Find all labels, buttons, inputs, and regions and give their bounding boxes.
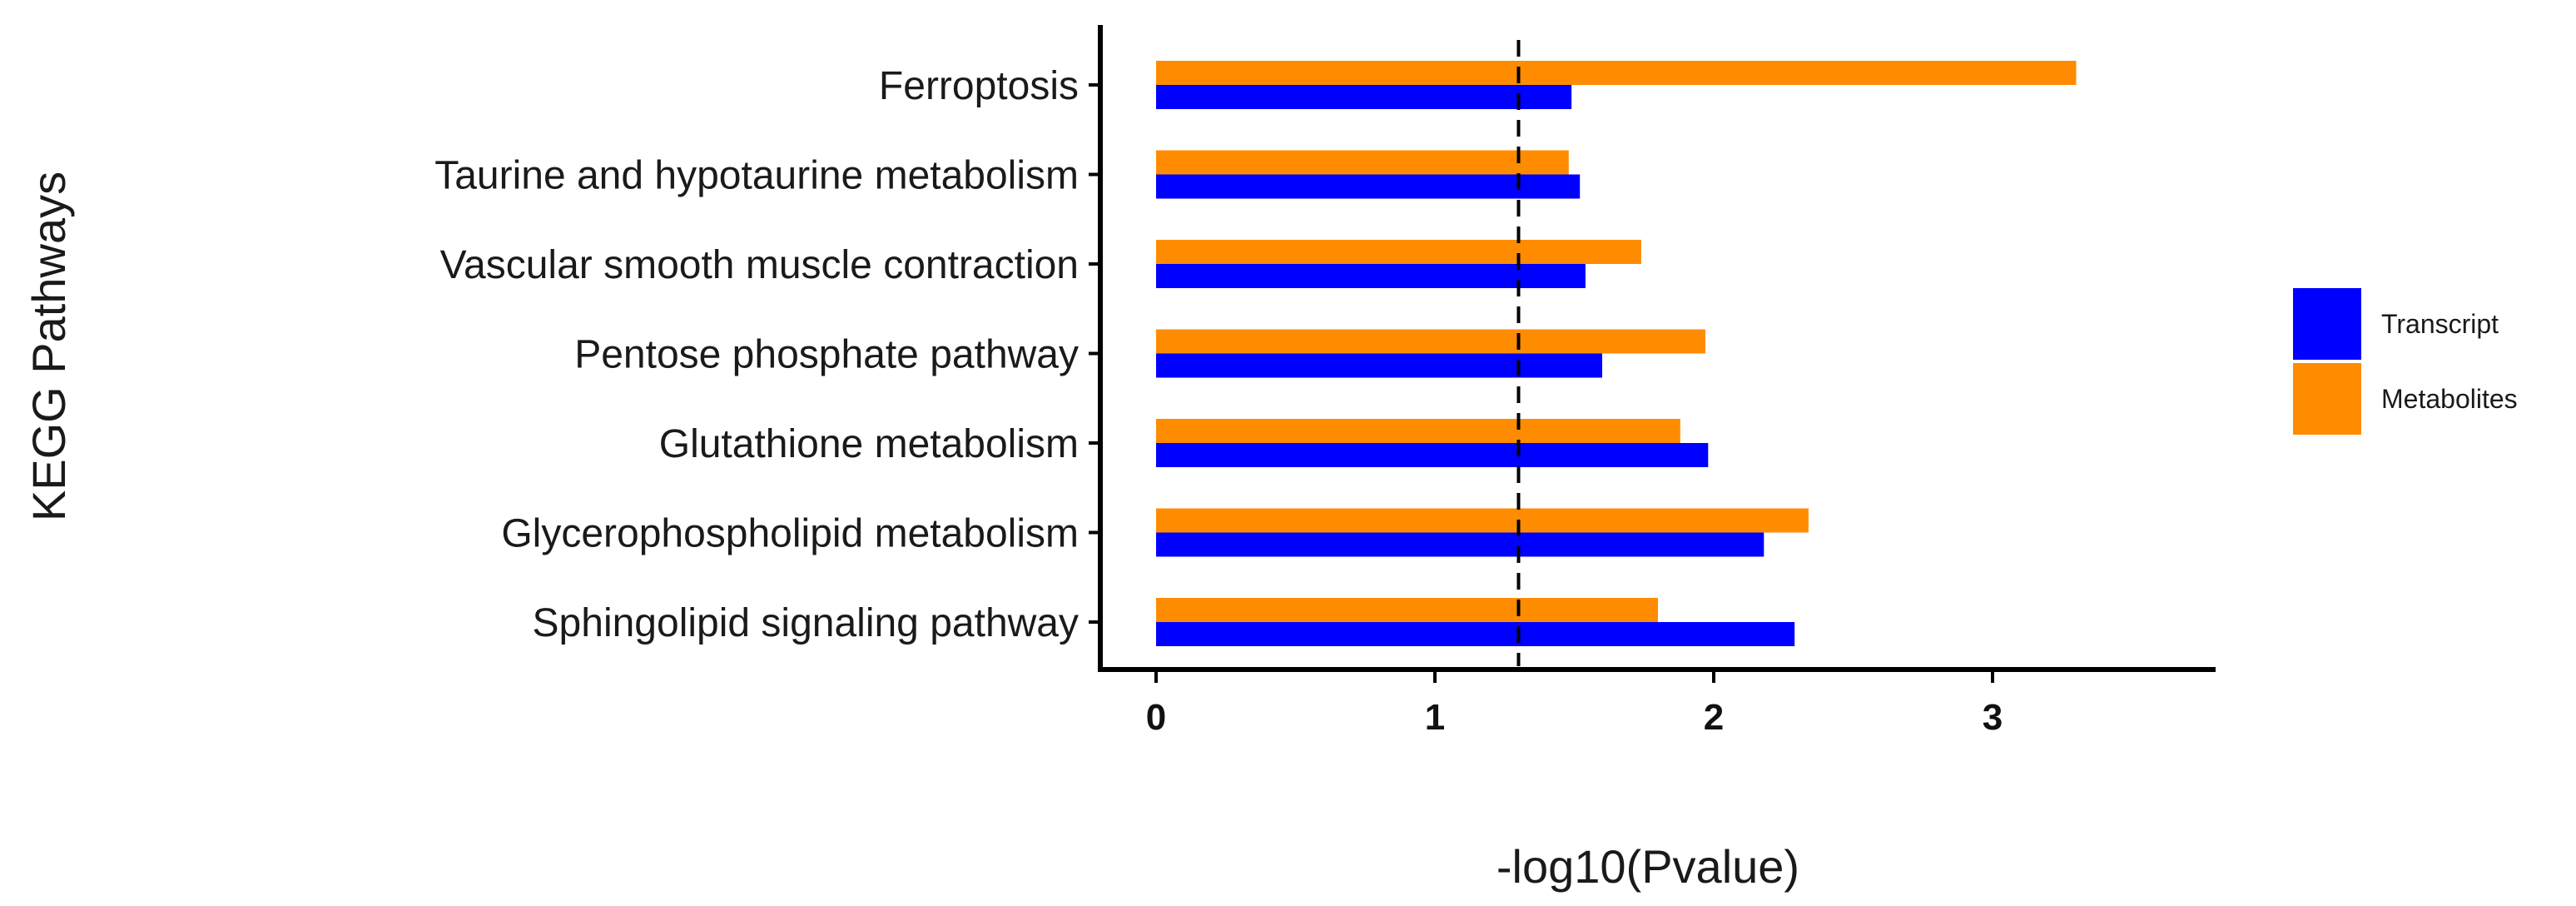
y-tick-label: Vascular smooth muscle contraction xyxy=(440,243,1079,287)
bar-metabolites-taurine-and-hypotaurine-metabolism xyxy=(1156,150,1569,175)
legend-label-metabolites: Metabolites xyxy=(2381,384,2518,414)
bar-metabolites-vascular-smooth-muscle-contraction xyxy=(1156,240,1641,264)
y-axis-ticks: Ferroptosis Taurine and hypotaurine metab… xyxy=(434,64,1100,645)
bar-transcript-taurine-and-hypotaurine-metabolism xyxy=(1156,174,1581,199)
bar-transcript-glutathione-metabolism xyxy=(1156,443,1709,467)
bar-metabolites-glycerophospholipid-metabolism xyxy=(1156,508,1809,533)
y-tick-label: Sphingolipid signaling pathway xyxy=(533,601,1079,645)
bar-transcript-glycerophospholipid-metabolism xyxy=(1156,532,1764,557)
legend-swatch-metabolites xyxy=(2293,363,2361,435)
y-tick-label: Pentose phosphate pathway xyxy=(574,333,1079,377)
bars-group xyxy=(1156,61,2077,646)
bar-metabolites-glutathione-metabolism xyxy=(1156,419,1680,443)
y-tick-label: Taurine and hypotaurine metabolism xyxy=(434,154,1079,198)
x-tick-label: 0 xyxy=(1146,697,1166,738)
bar-transcript-ferroptosis xyxy=(1156,85,1572,109)
legend-swatch-transcript xyxy=(2293,288,2361,360)
x-axis-title: -log10(Pvalue) xyxy=(1496,840,1799,893)
x-tick-label: 2 xyxy=(1704,697,1724,738)
bar-transcript-sphingolipid-signaling-pathway xyxy=(1156,622,1795,646)
x-tick-label: 3 xyxy=(1983,697,2003,738)
legend-label-transcript: Transcript xyxy=(2381,309,2499,339)
y-tick-label: Ferroptosis xyxy=(879,64,1079,108)
bar-metabolites-pentose-phosphate-pathway xyxy=(1156,329,1705,354)
y-tick-label: Glycerophospholipid metabolism xyxy=(501,512,1079,556)
y-axis-title: KEGG Pathways xyxy=(22,172,75,521)
legend: Transcript Metabolites xyxy=(2293,288,2518,435)
bar-metabolites-sphingolipid-signaling-pathway xyxy=(1156,598,1658,622)
bar-transcript-pentose-phosphate-pathway xyxy=(1156,353,1602,378)
y-tick-label: Glutathione metabolism xyxy=(659,422,1079,466)
bar-metabolites-ferroptosis xyxy=(1156,61,2077,85)
bar-transcript-vascular-smooth-muscle-contraction xyxy=(1156,264,1586,288)
x-axis-ticks: 0 1 2 3 xyxy=(1146,670,2003,738)
x-tick-label: 1 xyxy=(1425,697,1445,738)
